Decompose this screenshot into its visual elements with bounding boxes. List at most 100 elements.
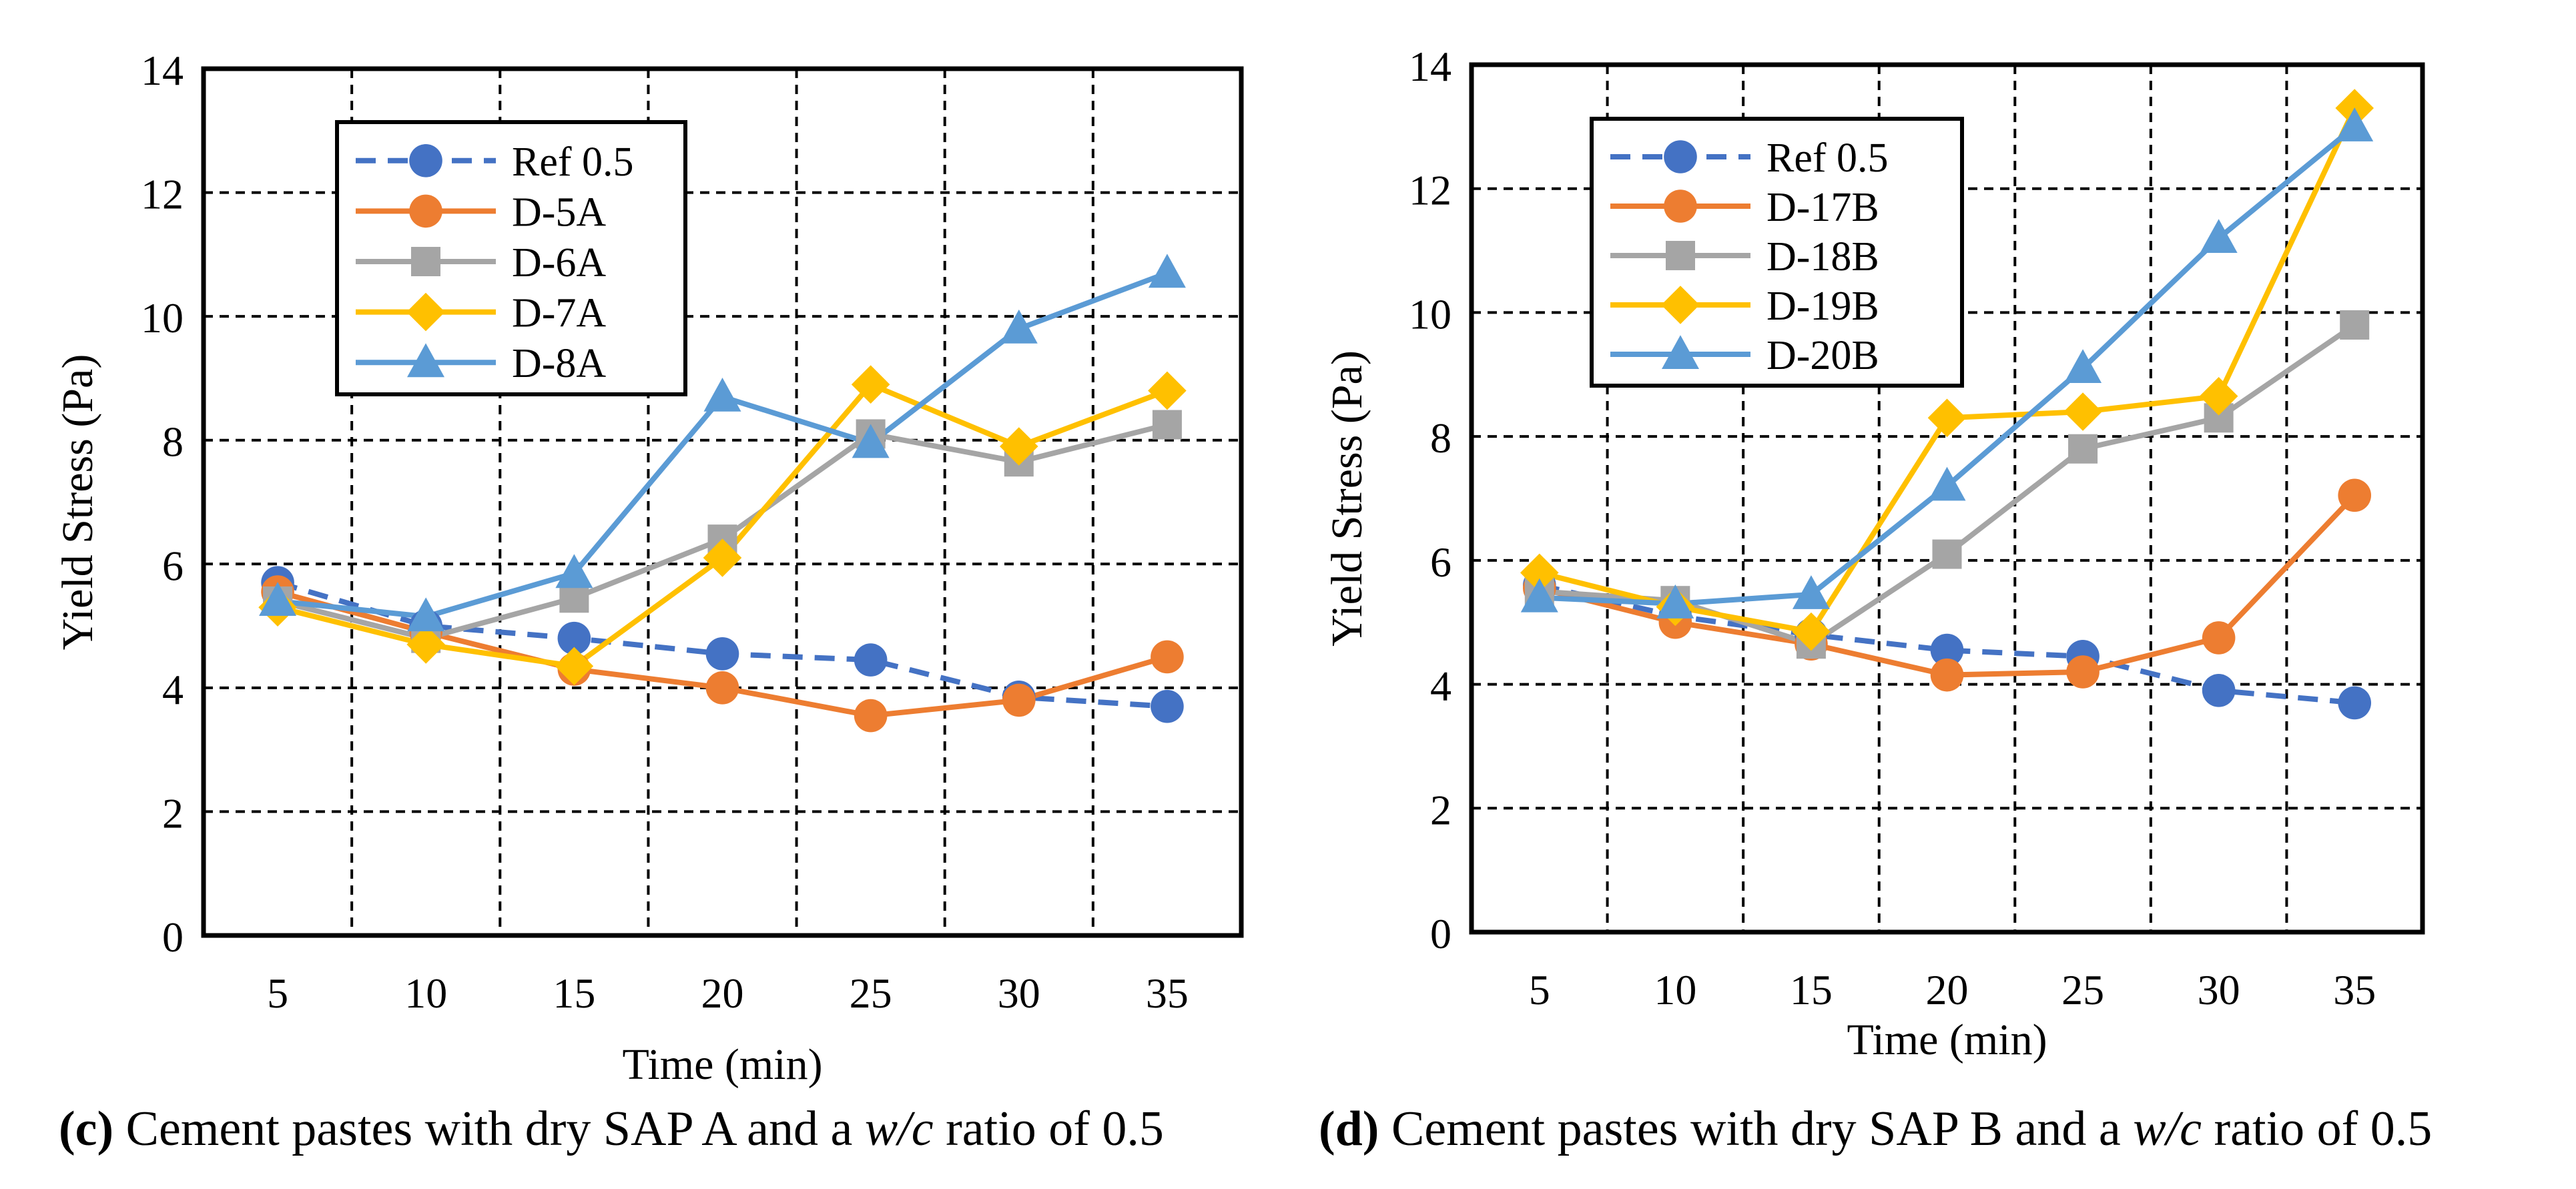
x-tick-label: 5	[267, 969, 288, 1017]
legend-marker	[1662, 335, 1699, 369]
y-tick-label: 10	[141, 294, 184, 342]
data-point	[557, 621, 591, 655]
legend-label: D-19B	[1766, 284, 1879, 329]
chart-d: 0 2 4 6 8 10 12 14 5 10 15 20 25 30 35 Time (min) Yield …	[1323, 43, 2425, 1064]
y-tick-label: 2	[1430, 786, 1452, 833]
data-point	[1148, 254, 1186, 288]
legend-label: Ref 0.5	[512, 139, 634, 185]
x-tick-label: 35	[2333, 966, 2376, 1014]
x-tick-label: 20	[1926, 966, 1969, 1014]
data-point	[705, 637, 739, 671]
y-axis-label: Yield Stress (Pa)	[53, 354, 102, 651]
x-tick-label: 10	[1654, 966, 1696, 1014]
x-tick-label: 15	[553, 969, 595, 1017]
data-point	[1151, 689, 1184, 723]
y-tick-label: 8	[162, 418, 184, 466]
chart-panel-d: 0 2 4 6 8 10 12 14 5 10 15 20 25 30 35 Time (min) Yield …	[1288, 0, 2576, 1189]
series-group	[1520, 89, 2374, 720]
data-point	[2202, 674, 2236, 707]
y-tick-label: 6	[1430, 538, 1452, 586]
data-point	[703, 377, 741, 412]
caption-d: (d) Cement pastes with dry SAP B and a w…	[1319, 1101, 2432, 1158]
data-point	[1000, 309, 1038, 344]
legend-marker	[1661, 286, 1700, 324]
data-point	[555, 647, 594, 686]
data-point	[999, 427, 1038, 466]
data-point	[852, 424, 890, 458]
caption-text-end: ratio of 0.5	[2214, 1102, 2433, 1156]
data-point	[1520, 578, 1558, 613]
x-axis-label: Time (min)	[1847, 1016, 2047, 1064]
legend-label: Ref 0.5	[1766, 135, 1889, 181]
y-tick-label: 4	[162, 666, 184, 713]
data-point	[2066, 655, 2100, 689]
legend: Ref 0.5D-5A D-6A D-7A D-8A	[335, 120, 687, 396]
data-point	[2340, 310, 2370, 340]
legend-marker	[411, 247, 440, 276]
legend-marker	[409, 144, 442, 177]
legend-label: D-5A	[512, 189, 606, 235]
caption-label: (d)	[1319, 1102, 1379, 1156]
x-tick-label: 30	[998, 969, 1040, 1017]
data-point	[2336, 107, 2374, 141]
series-group	[258, 254, 1187, 733]
data-point	[406, 625, 446, 664]
x-tick-label: 20	[701, 969, 744, 1017]
data-point	[407, 597, 445, 632]
plot-frame	[201, 66, 1244, 938]
data-point	[2338, 478, 2372, 512]
data-point	[1928, 466, 1966, 501]
data-point	[1151, 640, 1184, 674]
data-point	[2068, 434, 2098, 464]
y-tick-label: 0	[162, 913, 184, 961]
x-tick-label: 25	[850, 969, 892, 1017]
y-tick-label: 14	[141, 47, 184, 94]
caption-wc: w/c	[864, 1102, 934, 1156]
chart-c: 0 2 4 6 8 10 12 14 5 10 15 20 25 30 35 Time (min) Yield …	[53, 47, 1244, 1089]
legend-marker	[1666, 241, 1695, 270]
y-tick-label: 0	[1430, 910, 1452, 957]
y-tick-label: 6	[162, 542, 184, 589]
caption-text: Cement pastes with dry SAP A and a	[125, 1102, 853, 1156]
data-point	[854, 699, 888, 733]
x-tick-label: 25	[2061, 966, 2104, 1014]
x-tick-label: 10	[404, 969, 447, 1017]
legend-box	[1590, 117, 1964, 388]
y-tick-label: 8	[1430, 414, 1452, 462]
data-point	[2064, 349, 2102, 383]
data-point	[1927, 398, 1967, 438]
data-point	[2200, 219, 2238, 253]
data-point	[2338, 686, 2372, 720]
data-point	[854, 643, 888, 677]
y-tick-label: 4	[1430, 663, 1452, 710]
legend-marker	[406, 292, 445, 332]
y-tick-label: 14	[1409, 43, 1452, 90]
legend-label: D-6A	[512, 240, 606, 286]
data-point	[559, 583, 589, 613]
caption-label: (c)	[59, 1102, 114, 1156]
y-tick-label: 10	[1409, 290, 1452, 338]
data-point	[1932, 539, 1962, 569]
legend-label: D-18B	[1766, 234, 1879, 280]
x-tick-label: 15	[1790, 966, 1833, 1014]
x-tick-label: 30	[2198, 966, 2240, 1014]
data-point	[1656, 584, 1694, 619]
data-point	[2202, 621, 2236, 655]
data-point	[259, 582, 297, 616]
y-axis-label: Yield Stress (Pa)	[1323, 350, 1371, 647]
data-point	[1930, 658, 1964, 692]
plot-frame	[1469, 62, 2425, 935]
data-point	[1002, 683, 1036, 717]
caption-text-end: ratio of 0.5	[946, 1102, 1164, 1156]
data-point	[1148, 371, 1187, 410]
data-point	[1152, 410, 1182, 440]
x-tick-label: 5	[1529, 966, 1550, 1014]
x-axis-label: Time (min)	[622, 1040, 822, 1089]
legend-label: D-20B	[1766, 333, 1879, 378]
legend-label: D-8A	[512, 341, 606, 386]
legend-box	[335, 120, 687, 396]
legend-marker	[1664, 189, 1697, 223]
y-tick-label: 12	[141, 171, 184, 218]
data-point	[703, 538, 742, 577]
data-point	[2063, 392, 2102, 431]
